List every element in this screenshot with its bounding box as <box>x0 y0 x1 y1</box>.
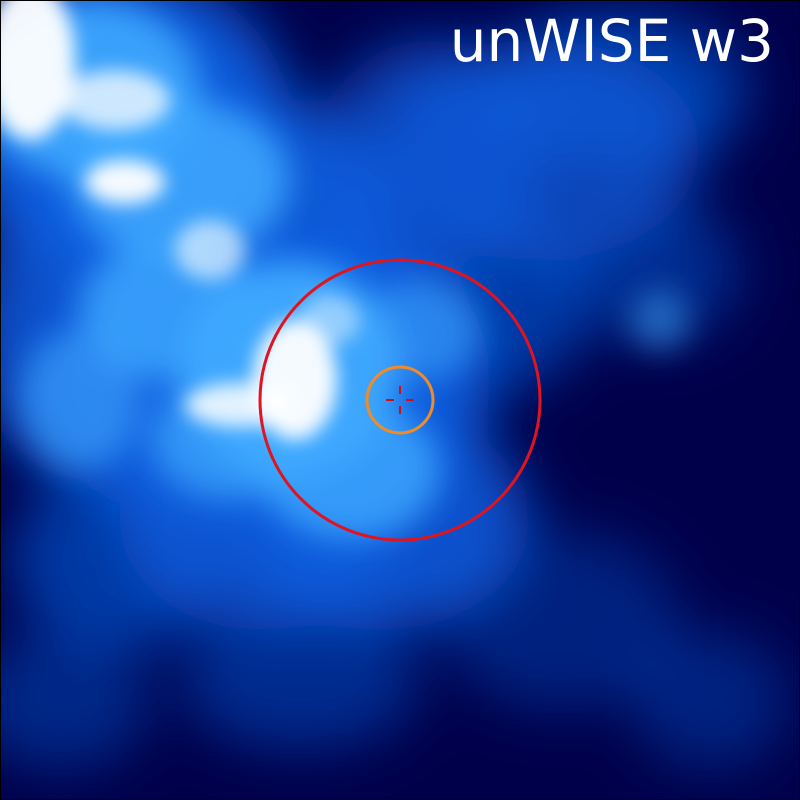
emission-blob <box>70 100 290 260</box>
emission-blob <box>0 630 150 770</box>
emission-blob <box>85 160 165 204</box>
survey-band-label: unWISE w3 <box>449 7 774 75</box>
emission-blob <box>630 630 790 770</box>
emission-blob <box>10 470 230 650</box>
emission-blob <box>185 383 295 427</box>
emission-blob <box>560 200 740 340</box>
emission-blob <box>360 280 480 380</box>
emission-blob <box>320 40 540 260</box>
emission-blob <box>440 530 680 710</box>
emission-blob <box>0 0 75 140</box>
emission-blob <box>630 290 690 350</box>
emission-blob <box>60 70 170 130</box>
emission-blob <box>175 220 245 280</box>
emission-blob <box>20 330 140 470</box>
emission-blob <box>300 295 360 345</box>
emission-blob <box>490 10 750 170</box>
emission-blob <box>180 610 420 750</box>
